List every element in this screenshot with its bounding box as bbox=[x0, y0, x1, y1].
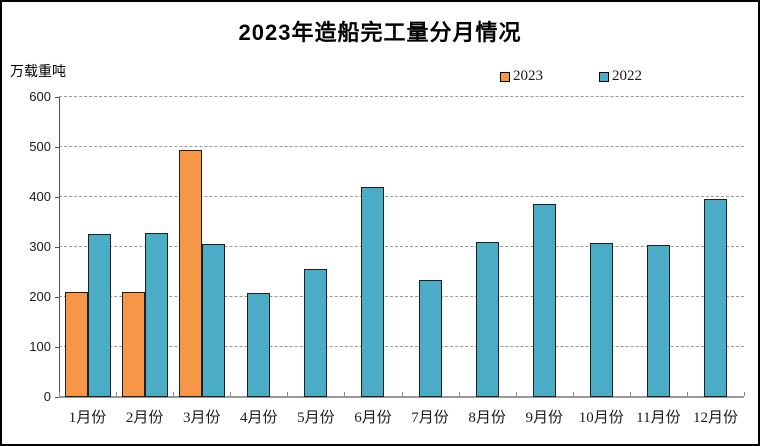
x-category-label-8: 8月份 bbox=[468, 410, 506, 426]
x-tick-7 bbox=[401, 392, 403, 396]
x-tick-end bbox=[744, 392, 745, 396]
bar-2022-7月份 bbox=[418, 279, 442, 397]
gridline-y-600 bbox=[59, 96, 744, 97]
x-category-label-9: 9月份 bbox=[525, 410, 563, 426]
x-tick-3 bbox=[173, 392, 175, 396]
legend: 2023 2022 bbox=[500, 68, 642, 85]
legend-item-2022: 2022 bbox=[599, 68, 642, 85]
y-tick-0 bbox=[55, 397, 59, 398]
x-tick-10 bbox=[572, 392, 574, 396]
x-category-label-5: 5月份 bbox=[297, 410, 335, 426]
y-axis bbox=[59, 97, 60, 397]
x-category-label-6: 6月份 bbox=[354, 410, 392, 426]
x-tick-4 bbox=[230, 392, 232, 396]
bar-2023-2月份 bbox=[121, 292, 145, 397]
y-tick-100 bbox=[55, 347, 59, 348]
y-axis-unit-label: 万载重吨 bbox=[10, 63, 66, 79]
x-category-label-3: 3月份 bbox=[182, 410, 221, 426]
y-tick-label-600: 600 bbox=[29, 89, 51, 104]
y-tick-400 bbox=[55, 197, 59, 198]
x-tick-6 bbox=[344, 392, 346, 396]
x-axis bbox=[59, 396, 744, 398]
x-tick-1 bbox=[59, 392, 60, 396]
chart-title: 2023年造船完工量分月情况 bbox=[238, 20, 522, 45]
bar-2022-1月份 bbox=[87, 233, 111, 397]
legend-swatch-icon-2022 bbox=[599, 71, 609, 82]
y-tick-200 bbox=[55, 297, 59, 298]
x-category-label-11: 11月份 bbox=[636, 410, 681, 426]
x-category-label-4: 4月份 bbox=[240, 410, 278, 426]
gridline-y-300 bbox=[59, 246, 744, 247]
bar-2022-4月份 bbox=[247, 292, 271, 397]
x-tick-12 bbox=[686, 392, 688, 396]
bar-2022-11月份 bbox=[646, 245, 670, 397]
y-tick-label-300: 300 bbox=[29, 239, 51, 254]
bar-2022-3月份 bbox=[201, 243, 225, 397]
x-tick-8 bbox=[458, 392, 460, 396]
bar-2022-9月份 bbox=[532, 204, 556, 397]
bar-2022-8月份 bbox=[475, 242, 499, 397]
x-category-label-12: 12月份 bbox=[692, 410, 738, 426]
x-tick-11 bbox=[629, 392, 631, 396]
bar-2023-3月份 bbox=[178, 150, 202, 397]
y-tick-label-0: 0 bbox=[43, 389, 51, 404]
bar-2022-10月份 bbox=[589, 243, 613, 397]
x-category-label-7: 7月份 bbox=[411, 410, 449, 426]
legend-label-2023: 2023 bbox=[513, 68, 543, 84]
y-tick-label-200: 200 bbox=[29, 289, 51, 304]
legend-label-2022: 2022 bbox=[612, 68, 642, 84]
x-tick-2 bbox=[116, 392, 118, 396]
x-category-label-2: 2月份 bbox=[125, 410, 164, 426]
gridline-y-400 bbox=[59, 196, 744, 197]
bar-2023-1月份 bbox=[64, 292, 88, 397]
y-tick-label-400: 400 bbox=[29, 189, 51, 204]
gridline-y-500 bbox=[59, 146, 744, 147]
bar-2022-5月份 bbox=[304, 269, 328, 397]
y-tick-300 bbox=[55, 247, 59, 248]
y-tick-label-100: 100 bbox=[29, 339, 51, 354]
gridline-y-200 bbox=[59, 296, 744, 297]
y-tick-600 bbox=[55, 97, 59, 98]
y-tick-label-500: 500 bbox=[29, 139, 51, 154]
gridline-y-100 bbox=[59, 346, 744, 347]
bar-2022-12月份 bbox=[703, 199, 727, 397]
bar-2022-2月份 bbox=[144, 233, 168, 397]
y-tick-500 bbox=[55, 147, 59, 148]
legend-swatch-icon-2023 bbox=[500, 71, 510, 82]
x-category-label-10: 10月份 bbox=[578, 410, 624, 426]
x-category-label-1: 1月份 bbox=[68, 410, 107, 426]
x-tick-9 bbox=[515, 392, 517, 396]
x-tick-5 bbox=[287, 392, 289, 396]
bar-2022-6月份 bbox=[361, 186, 385, 397]
legend-item-2023: 2023 bbox=[500, 68, 543, 85]
